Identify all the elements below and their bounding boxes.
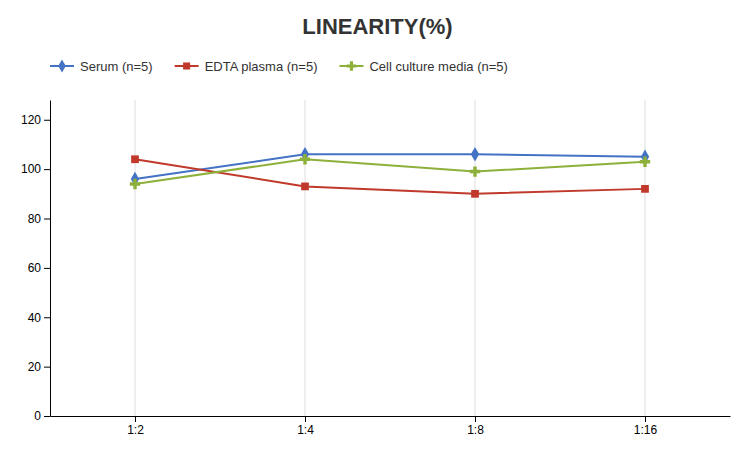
x-axis: 1:2 1:4 1:8 1:16	[51, 416, 731, 437]
marker	[130, 179, 140, 189]
legend-label: EDTA plasma (n=5)	[205, 59, 318, 74]
tick-mark	[44, 367, 50, 368]
legend-item: EDTA plasma (n=5)	[175, 59, 318, 74]
tick-mark	[475, 416, 476, 422]
tick-label: 1:4	[297, 423, 314, 437]
marker	[471, 147, 479, 161]
tick-label: 0	[34, 409, 41, 423]
tick-mark	[135, 416, 136, 422]
y-tick: 0	[34, 409, 50, 423]
line	[135, 159, 645, 184]
legend-marker	[58, 59, 66, 72]
x-tick: 1:8	[467, 416, 484, 437]
marker	[471, 190, 479, 198]
tick-label: 40	[28, 311, 42, 325]
tick-mark	[44, 416, 50, 417]
grid-line	[135, 100, 136, 416]
tick-label: 20	[28, 360, 42, 374]
y-tick: 40	[28, 311, 50, 325]
legend-marker	[183, 62, 190, 69]
plot: 1:2 1:4 1:8 1:16 0 20 40 60 80 100 120	[21, 100, 731, 437]
tick-label: 60	[28, 261, 42, 275]
tick-mark	[44, 219, 50, 220]
title: LINEARITY(%)	[302, 14, 452, 39]
tick-mark	[44, 120, 50, 121]
axis-line	[51, 416, 731, 417]
legend-marker	[347, 61, 356, 70]
y-tick: 20	[28, 360, 50, 374]
tick-mark	[44, 169, 50, 170]
y-tick: 60	[28, 261, 50, 275]
legend-label: Cell culture media (n=5)	[369, 59, 507, 74]
tick-mark	[44, 268, 50, 269]
axis-line	[50, 101, 51, 417]
tick-mark	[44, 317, 50, 318]
tick-label: 120	[21, 113, 41, 127]
series	[131, 147, 649, 186]
x-tick: 1:2	[127, 416, 144, 437]
tick-label: 80	[28, 212, 42, 226]
legend: Serum (n=5) EDTA plasma (n=5) Cell culture…	[50, 59, 508, 74]
marker	[640, 157, 650, 167]
tick-mark	[305, 416, 306, 422]
chart: LINEARITY(%) 1:2 1:4 1:8 1:16 0 20 40 60 80 100 120…	[0, 0, 755, 451]
legend-label: Serum (n=5)	[80, 59, 153, 74]
x-tick: 1:16	[634, 416, 658, 437]
x-tick: 1:4	[297, 416, 314, 437]
tick-label: 1:16	[634, 423, 658, 437]
x-grid	[135, 100, 645, 416]
marker	[641, 185, 649, 193]
tick-label: 1:2	[127, 423, 144, 437]
marker	[131, 155, 139, 163]
y-tick: 100	[21, 162, 50, 176]
series	[131, 155, 649, 197]
legend-item: Cell culture media (n=5)	[339, 59, 507, 74]
tick-label: 100	[21, 162, 41, 176]
legend-item: Serum (n=5)	[50, 59, 153, 74]
y-tick: 120	[21, 113, 50, 127]
line	[135, 159, 645, 194]
y-axis: 0 20 40 60 80 100 120	[21, 101, 51, 424]
grid-line	[645, 100, 646, 416]
y-tick: 80	[28, 212, 50, 226]
marker	[301, 183, 309, 191]
marker	[300, 154, 310, 164]
marker	[470, 166, 480, 176]
marks	[130, 147, 650, 198]
tick-mark	[645, 416, 646, 422]
series	[130, 154, 650, 189]
tick-label: 1:8	[467, 423, 484, 437]
